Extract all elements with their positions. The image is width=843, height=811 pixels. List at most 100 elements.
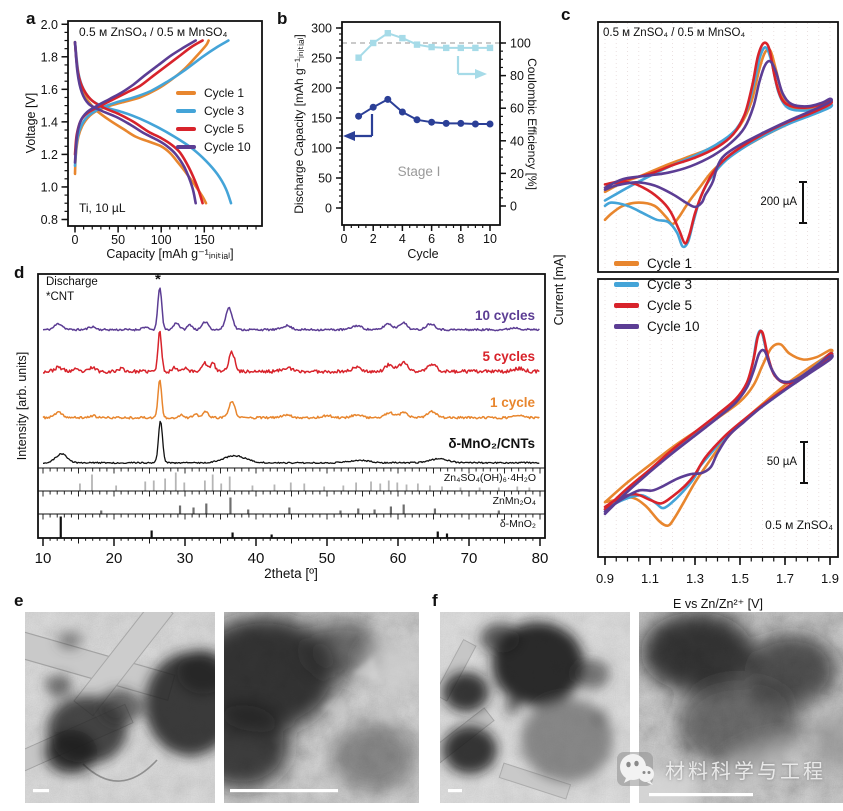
panel-letter-c: c [561, 5, 571, 24]
tem-image-e-left [25, 612, 215, 803]
scale-bar [448, 789, 462, 793]
svg-text:1.4: 1.4 [41, 115, 58, 129]
trace-label-1cycle: 1 cycle [489, 395, 535, 410]
legend-item: Cycle 3 [614, 274, 700, 295]
svg-text:40: 40 [510, 134, 524, 148]
svg-text:0: 0 [341, 232, 348, 246]
legend-item: Cycle 10 [176, 138, 251, 156]
cycle10-swatch [176, 144, 196, 150]
svg-text:1.3: 1.3 [686, 571, 704, 586]
panel-a-title: 0.5 ᴍ ZnSO₄ / 0.5 ᴍ MnSO₄ [79, 25, 228, 39]
svg-text:0.9: 0.9 [596, 571, 614, 586]
panel-a-electrode-note: Ti, 10 µL [79, 201, 126, 215]
dark-mass [224, 616, 419, 791]
reference-label-zhs: Zn₄SO₄(OH)₆·4H₂O [443, 472, 536, 484]
scale-bar [230, 789, 338, 793]
svg-text:70: 70 [461, 550, 478, 567]
cnt-star-marker: * [155, 271, 161, 288]
wechat-icon [617, 752, 654, 786]
svg-text:2.0: 2.0 [41, 18, 58, 32]
dark-texture [639, 612, 843, 803]
panel-letter-a: a [26, 9, 36, 28]
svg-text:100: 100 [510, 37, 531, 51]
svg-text:4: 4 [399, 232, 406, 246]
dark-aggregates [45, 631, 215, 774]
svg-text:250: 250 [311, 52, 332, 66]
svg-text:100: 100 [151, 233, 172, 247]
panel-a-plot: 0 50 100 150 0.8 1.0 1.2 1.4 1.6 1.8 2.0 [41, 18, 263, 247]
panel-c-title: 0.5 ᴍ ZnSO₄ / 0.5 ᴍ MnSO₄ [603, 27, 746, 39]
svg-text:6: 6 [428, 232, 435, 246]
svg-text:10: 10 [35, 550, 52, 567]
panel-letter-e: e [14, 591, 24, 610]
svg-text:1.5: 1.5 [731, 571, 749, 586]
panel-a-ylabel: Voltage [V] [24, 92, 38, 154]
scalebar-label-200ua: 200 µA [760, 196, 797, 208]
svg-text:1.8: 1.8 [41, 50, 58, 64]
legend-a: Cycle 1 Cycle 3 Cycle 5 Cycle 10 [176, 84, 251, 156]
tem-image-f-left [440, 612, 630, 803]
panel-c-xlabel: E vs Zn/Zn²⁺ [V] [673, 597, 763, 611]
svg-text:8: 8 [457, 232, 464, 246]
watermark: 材料科学与工程 [616, 749, 826, 789]
svg-text:1.6: 1.6 [41, 83, 58, 97]
svg-text:60: 60 [390, 550, 407, 567]
svg-text:150: 150 [311, 112, 332, 126]
svg-text:80: 80 [532, 550, 549, 567]
svg-text:300: 300 [311, 22, 332, 36]
cycle3-swatch [176, 108, 196, 114]
panel-c-ylabel: Current [mA] [552, 254, 566, 326]
panel-a-xlabel: Capacity [mAh g⁻¹ᵢₙᵢₜᵢₐₗ] [106, 247, 234, 261]
panel-d-xlabel: 2theta [º] [264, 566, 318, 581]
scalebar-label-50ua: 50 µA [766, 456, 797, 468]
tem-image-f-right [639, 612, 843, 803]
svg-text:1.9: 1.9 [821, 571, 839, 586]
legend-item: Cycle 10 [614, 316, 700, 337]
trace-label-5cycles: 5 cycles [482, 349, 535, 364]
cycle10-swatch [614, 324, 639, 329]
panel-d-plot: 10 20 30 40 50 60 70 80 [35, 273, 549, 567]
svg-text:0.8: 0.8 [41, 213, 58, 227]
scale-bar [649, 793, 753, 797]
svg-text:50: 50 [111, 233, 125, 247]
watermark-text: 材料科学与工程 [665, 758, 826, 783]
tem-image-e-right [224, 612, 419, 803]
panel-c-plot: 0.9 1.1 1.3 1.5 1.7 1.9 [596, 21, 839, 586]
svg-text:1.0: 1.0 [41, 180, 58, 194]
panel-c-electrolyte-note: 0.5 ᴍ ZnSO₄ [765, 518, 833, 532]
svg-text:50: 50 [319, 550, 336, 567]
trace-label-dmno2-cnts: δ-MnO₂/CNTs [448, 436, 535, 451]
svg-text:200: 200 [311, 82, 332, 96]
stage-annotation: Stage I [397, 164, 441, 179]
svg-text:10: 10 [483, 232, 497, 246]
panel-d-ylabel: Intensity [arb. units] [15, 351, 29, 461]
legend-item: Cycle 5 [614, 295, 700, 316]
scale-bar [33, 789, 49, 793]
svg-text:150: 150 [194, 233, 215, 247]
panel-letter-b: b [277, 9, 288, 28]
cycle1-swatch [176, 90, 196, 96]
svg-text:0: 0 [72, 233, 79, 247]
panel-d-annotation-discharge: Discharge [46, 276, 98, 288]
svg-text:20: 20 [510, 167, 524, 181]
cycle5-swatch [176, 126, 196, 132]
svg-text:40: 40 [248, 550, 265, 567]
panel-letter-f: f [432, 591, 438, 610]
panel-d-annotation-cnt: *CNT [46, 291, 75, 303]
svg-text:0: 0 [325, 202, 332, 216]
legend-item: Cycle 5 [176, 120, 251, 138]
nanosheet-flakes [322, 656, 396, 728]
svg-text:60: 60 [510, 102, 524, 116]
svg-text:80: 80 [510, 69, 524, 83]
svg-text:30: 30 [177, 550, 194, 567]
legend-c: Cycle 1 Cycle 3 Cycle 5 Cycle 10 [614, 253, 700, 337]
reference-label-znmn2o4: ZnMn₂O₄ [492, 495, 536, 507]
svg-text:1.2: 1.2 [41, 148, 58, 162]
panel-letter-d: d [14, 263, 25, 282]
legend-label: Cycle 5 [647, 298, 693, 313]
legend-label: Cycle 10 [204, 140, 251, 154]
svg-text:1.7: 1.7 [776, 571, 794, 586]
dark-agglomerates [443, 622, 613, 782]
cycle1-swatch [614, 261, 639, 266]
